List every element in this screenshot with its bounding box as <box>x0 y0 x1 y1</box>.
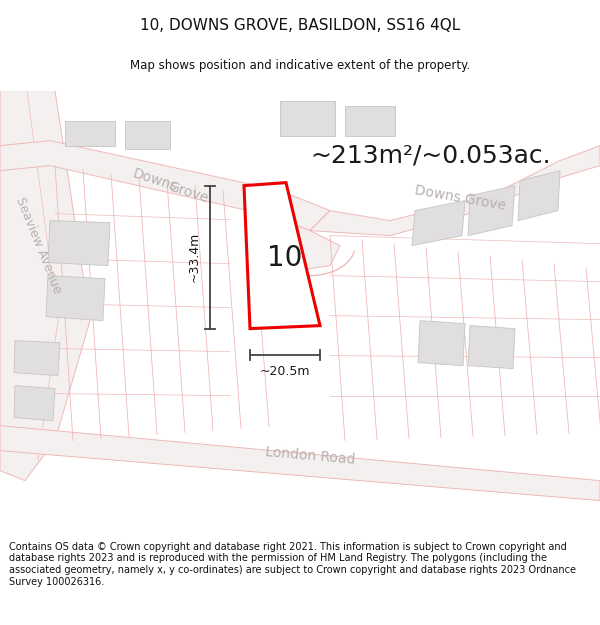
Text: ~33.4m: ~33.4m <box>188 232 201 282</box>
Polygon shape <box>14 341 60 376</box>
Text: Map shows position and indicative extent of the property.: Map shows position and indicative extent… <box>130 59 470 72</box>
Text: 10, DOWNS GROVE, BASILDON, SS16 4QL: 10, DOWNS GROVE, BASILDON, SS16 4QL <box>140 18 460 33</box>
Polygon shape <box>280 101 335 136</box>
Polygon shape <box>468 326 515 369</box>
Text: Downs Grove: Downs Grove <box>413 182 507 213</box>
Polygon shape <box>418 321 465 366</box>
Text: Contains OS data © Crown copyright and database right 2021. This information is : Contains OS data © Crown copyright and d… <box>9 542 576 587</box>
Polygon shape <box>46 276 105 321</box>
Polygon shape <box>468 186 515 236</box>
Polygon shape <box>14 386 55 421</box>
Polygon shape <box>0 426 600 501</box>
Text: Grove: Grove <box>166 179 210 206</box>
Polygon shape <box>518 171 560 221</box>
Polygon shape <box>0 141 330 231</box>
Polygon shape <box>244 182 320 329</box>
Text: ~213m²/~0.053ac.: ~213m²/~0.053ac. <box>310 144 551 168</box>
Polygon shape <box>245 216 340 271</box>
Polygon shape <box>345 106 395 136</box>
Polygon shape <box>412 201 465 246</box>
Polygon shape <box>48 221 110 266</box>
Text: Downs: Downs <box>131 167 179 194</box>
Text: 10: 10 <box>268 244 302 272</box>
Polygon shape <box>125 121 170 149</box>
Text: ~20.5m: ~20.5m <box>260 364 310 378</box>
Polygon shape <box>310 146 600 236</box>
Text: Seaview Avenue: Seaview Avenue <box>13 196 63 296</box>
Text: London Road: London Road <box>265 445 356 466</box>
Polygon shape <box>65 121 115 146</box>
Polygon shape <box>0 91 90 481</box>
